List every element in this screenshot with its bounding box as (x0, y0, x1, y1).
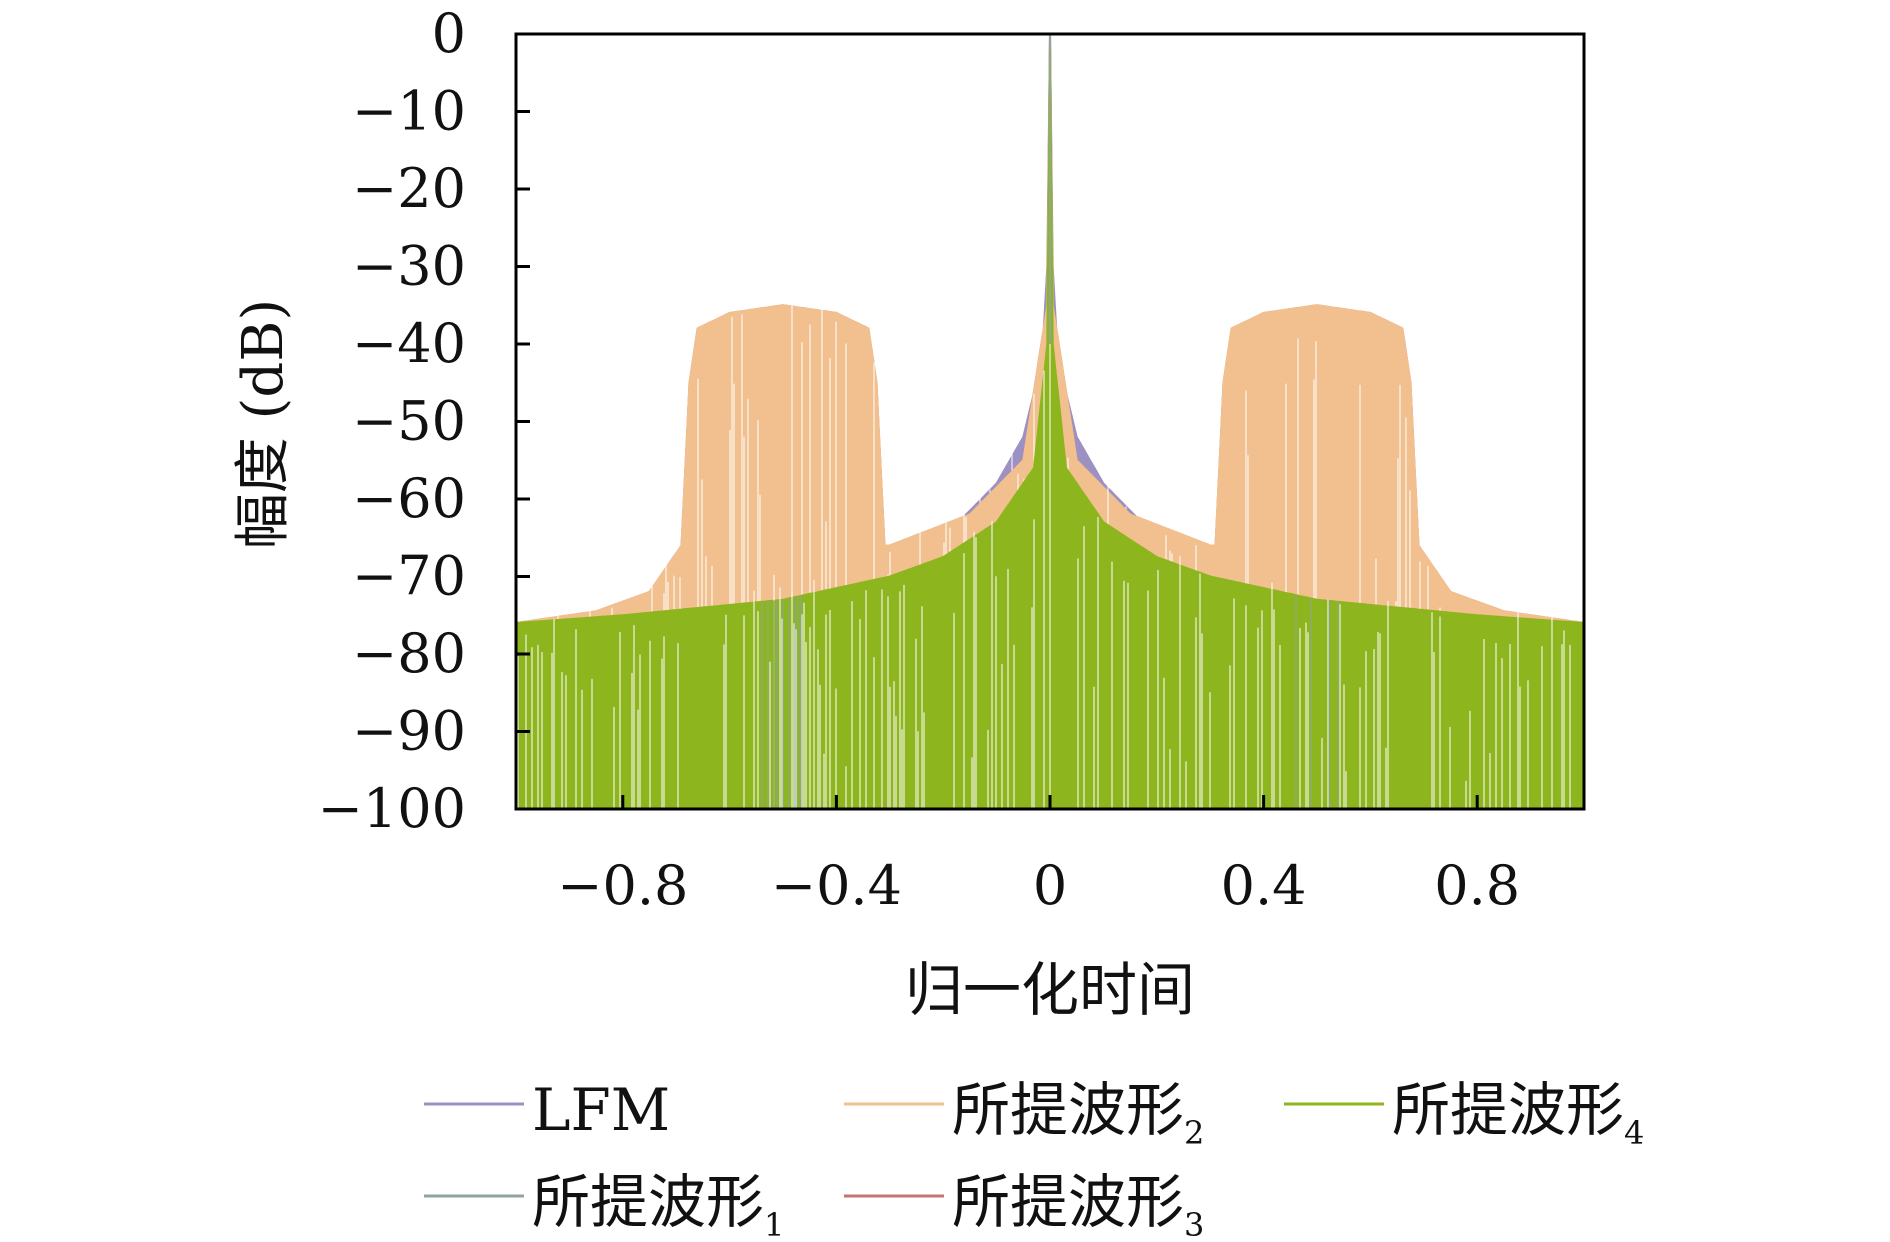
series-lines (761, 595, 1339, 809)
y-axis-label: 幅度 (dB) (231, 299, 296, 550)
y-tick-label: −60 (352, 467, 466, 530)
y-tick-label: −10 (352, 80, 466, 143)
y-tick-label: −80 (352, 622, 466, 685)
legend-item: 所提波形3 (844, 1168, 1204, 1242)
x-axis-label: 归一化时间 (905, 956, 1195, 1024)
legend-label: 所提波形3 (952, 1168, 1204, 1242)
x-tick-label: 0.8 (1434, 854, 1520, 917)
x-tick-label: 0.4 (1221, 854, 1307, 917)
legend-label: 所提波形2 (952, 1076, 1204, 1152)
x-tick-label: −0.8 (557, 854, 688, 917)
y-tick-label: −30 (352, 235, 466, 298)
legend-label: 所提波形1 (532, 1168, 784, 1242)
x-tick-label: −0.4 (771, 854, 902, 917)
legend-item: 所提波形4 (1284, 1076, 1644, 1152)
y-tick-label: −90 (352, 700, 466, 763)
plot-area (515, 33, 1585, 810)
legend-label: LFM (532, 1076, 670, 1144)
axis-ticks: 0 −10 −20 −30 −40 −50 −60 −70 −80 −90 −100 −0.8 −0.4… (318, 2, 1520, 917)
y-tick-label: −20 (352, 157, 466, 220)
legend-item: LFM (424, 1076, 670, 1144)
series-waveform-1 (761, 34, 1339, 809)
legend-label: 所提波形4 (1392, 1076, 1644, 1152)
x-tick-label: 0 (1033, 854, 1067, 917)
y-tick-label: −50 (352, 390, 466, 453)
legend: LFM 所提波形2 所提波形4 所提波形1 所提波形3 (424, 1076, 1644, 1242)
y-tick-label: −40 (352, 312, 466, 375)
legend-item: 所提波形1 (424, 1168, 784, 1242)
legend-item: 所提波形2 (844, 1076, 1204, 1152)
y-tick-label: 0 (432, 2, 466, 65)
y-tick-label: −70 (352, 545, 466, 608)
y-tick-label: −100 (318, 777, 466, 840)
